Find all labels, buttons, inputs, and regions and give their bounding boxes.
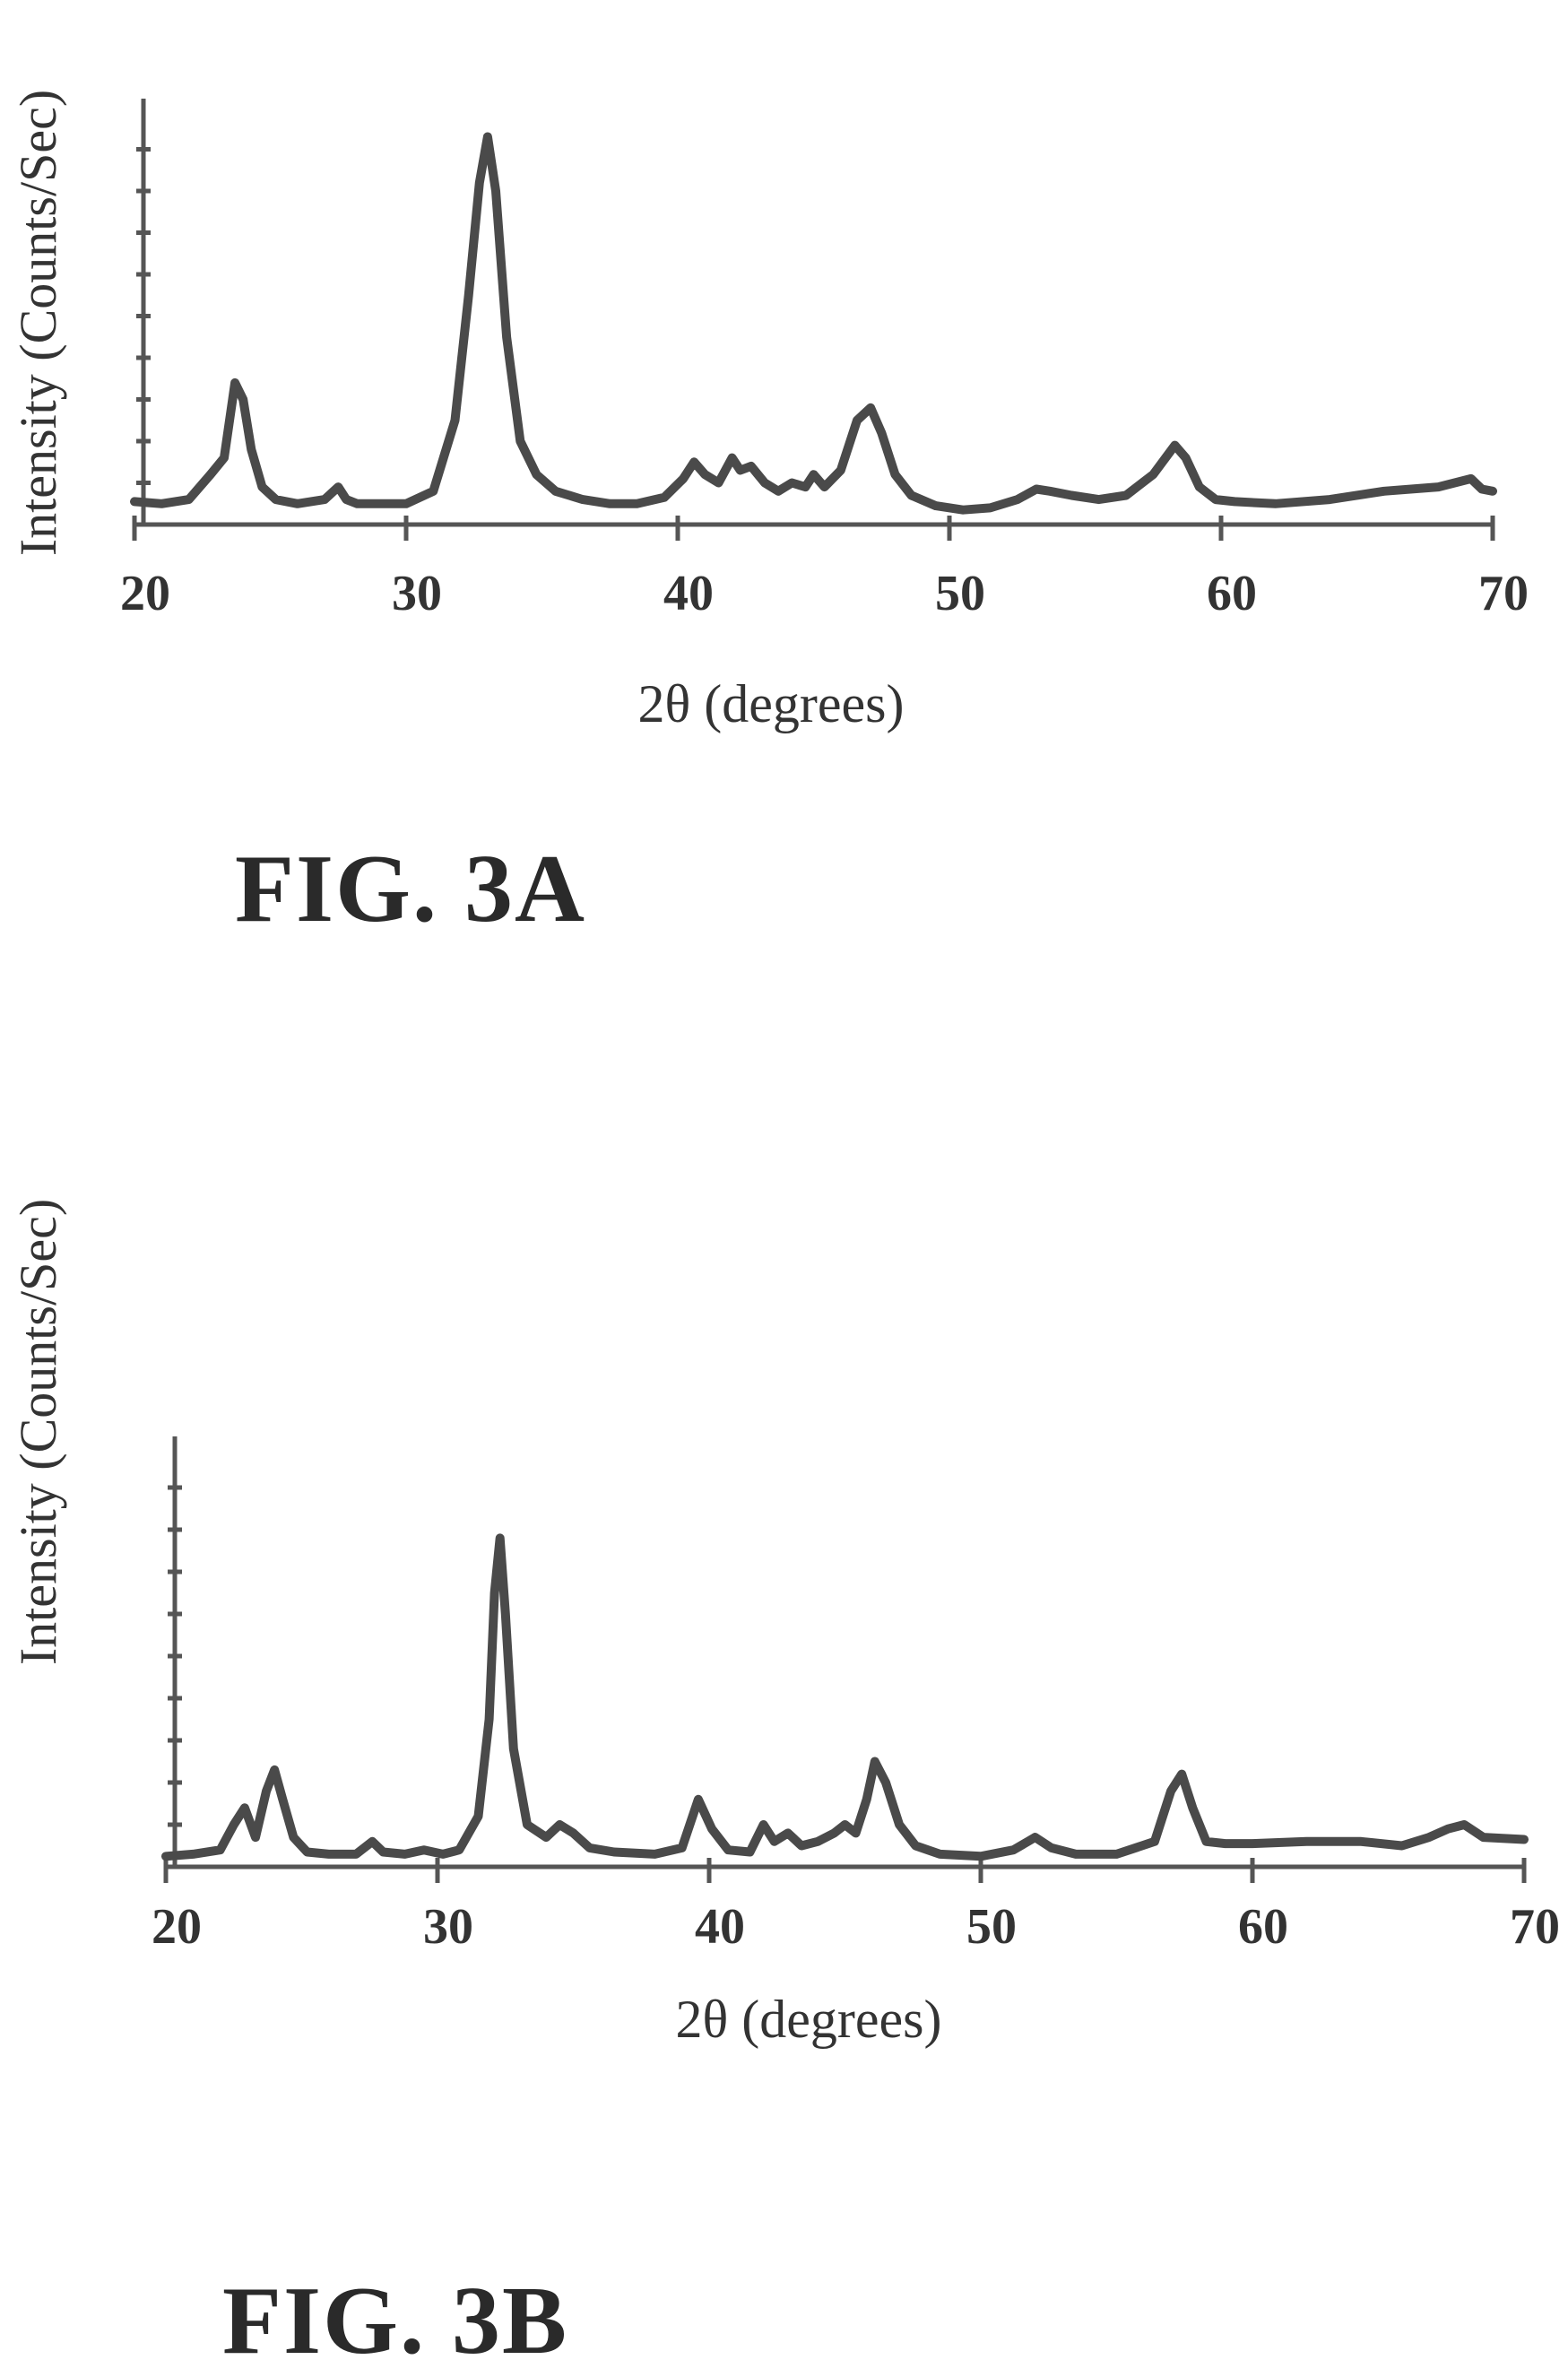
figure-caption: FIG. 3B xyxy=(222,2266,568,2377)
diffraction-pattern-line xyxy=(166,1538,1524,1856)
x-tick-label: 40 xyxy=(695,1899,745,1955)
figure-3a: 20 30 40 50 60 70 Intensity (Counts/Sec) 2θ (… xyxy=(0,0,1568,1141)
x-tick-label: 50 xyxy=(935,566,985,621)
x-axis-label: 2θ (degrees) xyxy=(676,1990,942,2049)
y-axis-label: Intensity (Counts/Sec) xyxy=(9,1199,67,1665)
x-tick-label: 20 xyxy=(152,1899,202,1955)
x-tick-label: 50 xyxy=(966,1899,1017,1955)
diffraction-pattern-line xyxy=(134,137,1493,510)
figure-3b: 20 30 40 50 60 70 Intensity (Counts/Sec) 2θ (… xyxy=(0,1141,1568,2281)
x-tick-label: 20 xyxy=(120,566,170,621)
x-tick-label: 30 xyxy=(392,566,442,621)
x-tick-label: 70 xyxy=(1478,566,1529,621)
x-tick-label: 40 xyxy=(663,566,714,621)
x-tick-label: 60 xyxy=(1238,1899,1288,1955)
x-tick-label: 70 xyxy=(1510,1899,1560,1955)
xrd-chart-3b: 20 30 40 50 60 70 Intensity (Counts/Sec) 2θ (… xyxy=(0,1141,1568,2127)
y-axis-label: Intensity (Counts/Sec) xyxy=(9,90,67,556)
figure-caption: FIG. 3A xyxy=(235,834,586,945)
x-axis-label: 2θ (degrees) xyxy=(638,674,905,733)
x-tick-label: 60 xyxy=(1207,566,1257,621)
x-tick-label: 30 xyxy=(423,1899,473,1955)
